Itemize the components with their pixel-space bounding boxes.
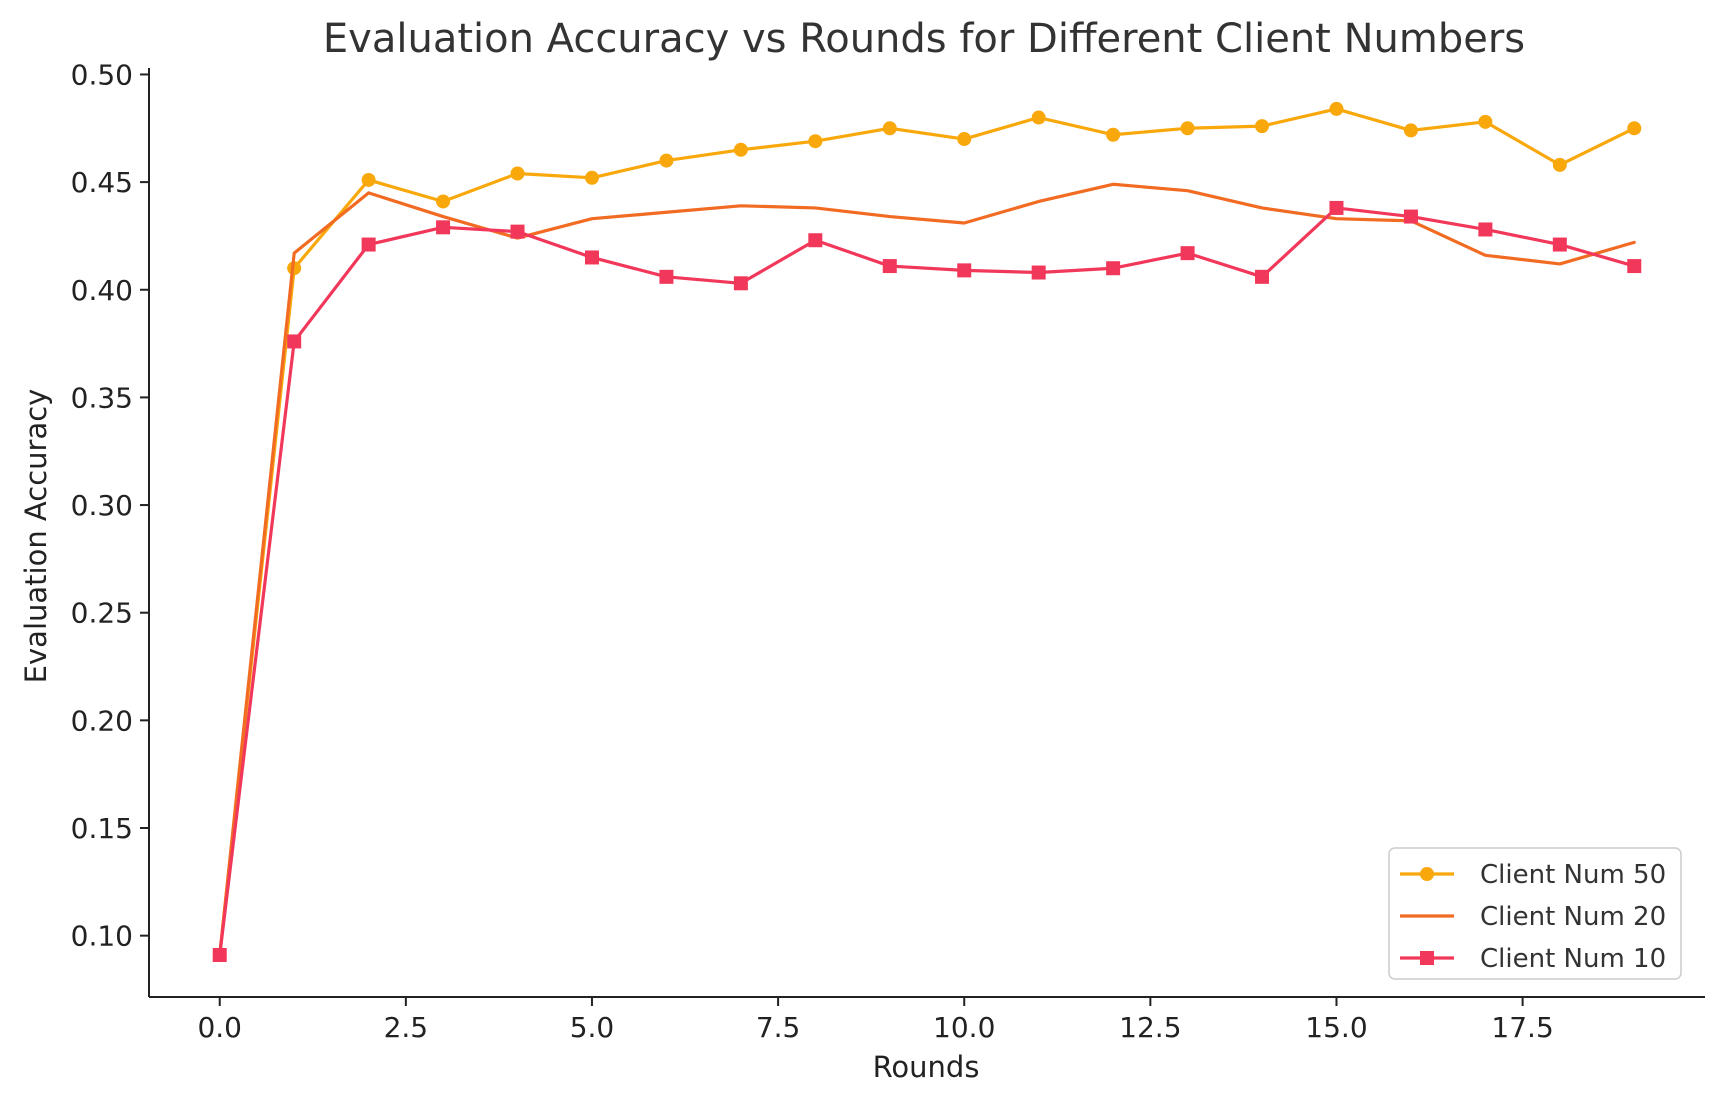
data-point-square xyxy=(957,263,972,278)
data-point-circle xyxy=(1627,121,1642,136)
legend-marker-square xyxy=(1420,951,1434,965)
legend-frame xyxy=(1388,847,1682,980)
y-tick-label: 0.30 xyxy=(71,489,133,522)
x-tick-label: 12.5 xyxy=(1119,1011,1181,1044)
data-point-circle xyxy=(733,142,748,157)
series-line xyxy=(218,206,1636,957)
data-point-circle xyxy=(436,194,451,209)
data-point-circle xyxy=(1031,110,1046,125)
y-tick-label: 0.40 xyxy=(71,274,133,307)
x-tick-label: 7.5 xyxy=(756,1011,801,1044)
data-point-square xyxy=(584,250,599,265)
series-client-num-10 xyxy=(212,200,1642,963)
data-point-circle xyxy=(1106,127,1121,142)
data-point-square xyxy=(212,948,227,963)
data-point-circle xyxy=(361,172,376,187)
data-point-circle xyxy=(882,121,897,136)
y-tick-label: 0.10 xyxy=(71,920,133,953)
axes xyxy=(148,68,1705,998)
data-point-square xyxy=(436,220,451,235)
legend: Client Num 50 Client Num 20 Client Num 10 xyxy=(1388,847,1682,980)
data-point-square xyxy=(733,276,748,291)
legend-label: Client Num 10 xyxy=(1480,944,1666,974)
data-point-circle xyxy=(584,170,599,185)
data-point-circle xyxy=(1403,123,1418,138)
y-tick-label: 0.25 xyxy=(71,597,133,630)
series-line xyxy=(218,182,1636,957)
series-client-num-20 xyxy=(218,182,1636,957)
x-tick-label: 2.5 xyxy=(384,1011,429,1044)
y-axis-label: Evaluation Accuracy xyxy=(19,389,53,684)
y-tick-label: 0.50 xyxy=(71,58,133,91)
legend-item: Client Num 20 xyxy=(1400,902,1666,932)
data-point-circle xyxy=(1255,119,1270,134)
legend-item: Client Num 10 xyxy=(1400,944,1666,974)
data-point-square xyxy=(1255,269,1270,284)
data-point-square xyxy=(1106,261,1121,276)
data-point-square xyxy=(287,334,302,349)
y-tick-label: 0.35 xyxy=(71,381,133,414)
legend-label: Client Num 20 xyxy=(1480,902,1666,932)
x-tick-label: 15.0 xyxy=(1305,1011,1367,1044)
legend-item: Client Num 50 xyxy=(1400,860,1666,890)
data-point-circle xyxy=(808,134,823,149)
data-point-square xyxy=(1627,259,1642,274)
series-line xyxy=(218,107,1636,957)
data-point-circle xyxy=(1180,121,1195,136)
x-tick-label: 10.0 xyxy=(933,1011,995,1044)
data-point-square xyxy=(1031,265,1046,280)
data-point-circle xyxy=(957,132,972,147)
data-point-square xyxy=(1403,209,1418,224)
data-point-circle xyxy=(1329,101,1344,116)
tick-marks: 0.10 0.15 0.20 0.25 0.30 0.35 0.40 0.45 0.50 0.0 2… xyxy=(71,58,1554,1044)
data-point-square xyxy=(1329,200,1344,215)
legend-label: Client Num 50 xyxy=(1480,860,1666,890)
data-point-square xyxy=(1478,222,1493,237)
data-point-square xyxy=(510,224,525,239)
data-point-square xyxy=(882,259,897,274)
series-client-num-50 xyxy=(212,101,1642,963)
legend-marker-circle xyxy=(1420,867,1434,881)
x-tick-label: 0.0 xyxy=(197,1011,242,1044)
chart-title: Evaluation Accuracy vs Rounds for Differ… xyxy=(323,16,1525,62)
data-point-circle xyxy=(510,166,525,181)
data-point-square xyxy=(361,237,376,252)
x-tick-label: 17.5 xyxy=(1491,1011,1553,1044)
data-point-circle xyxy=(659,153,674,168)
data-point-square xyxy=(1552,237,1567,252)
data-point-square xyxy=(808,233,823,248)
data-point-circle xyxy=(1552,157,1567,172)
x-axis-label: Rounds xyxy=(873,1050,980,1084)
legend-items: Client Num 50 Client Num 20 Client Num 10 xyxy=(1400,860,1666,974)
data-point-square xyxy=(659,269,674,284)
data-point-square xyxy=(1180,246,1195,261)
y-tick-label: 0.15 xyxy=(71,812,133,845)
x-tick-label: 5.0 xyxy=(570,1011,615,1044)
y-tick-label: 0.45 xyxy=(71,166,133,199)
data-point-circle xyxy=(1478,114,1493,129)
series-group xyxy=(212,101,1642,963)
y-tick-label: 0.20 xyxy=(71,704,133,737)
